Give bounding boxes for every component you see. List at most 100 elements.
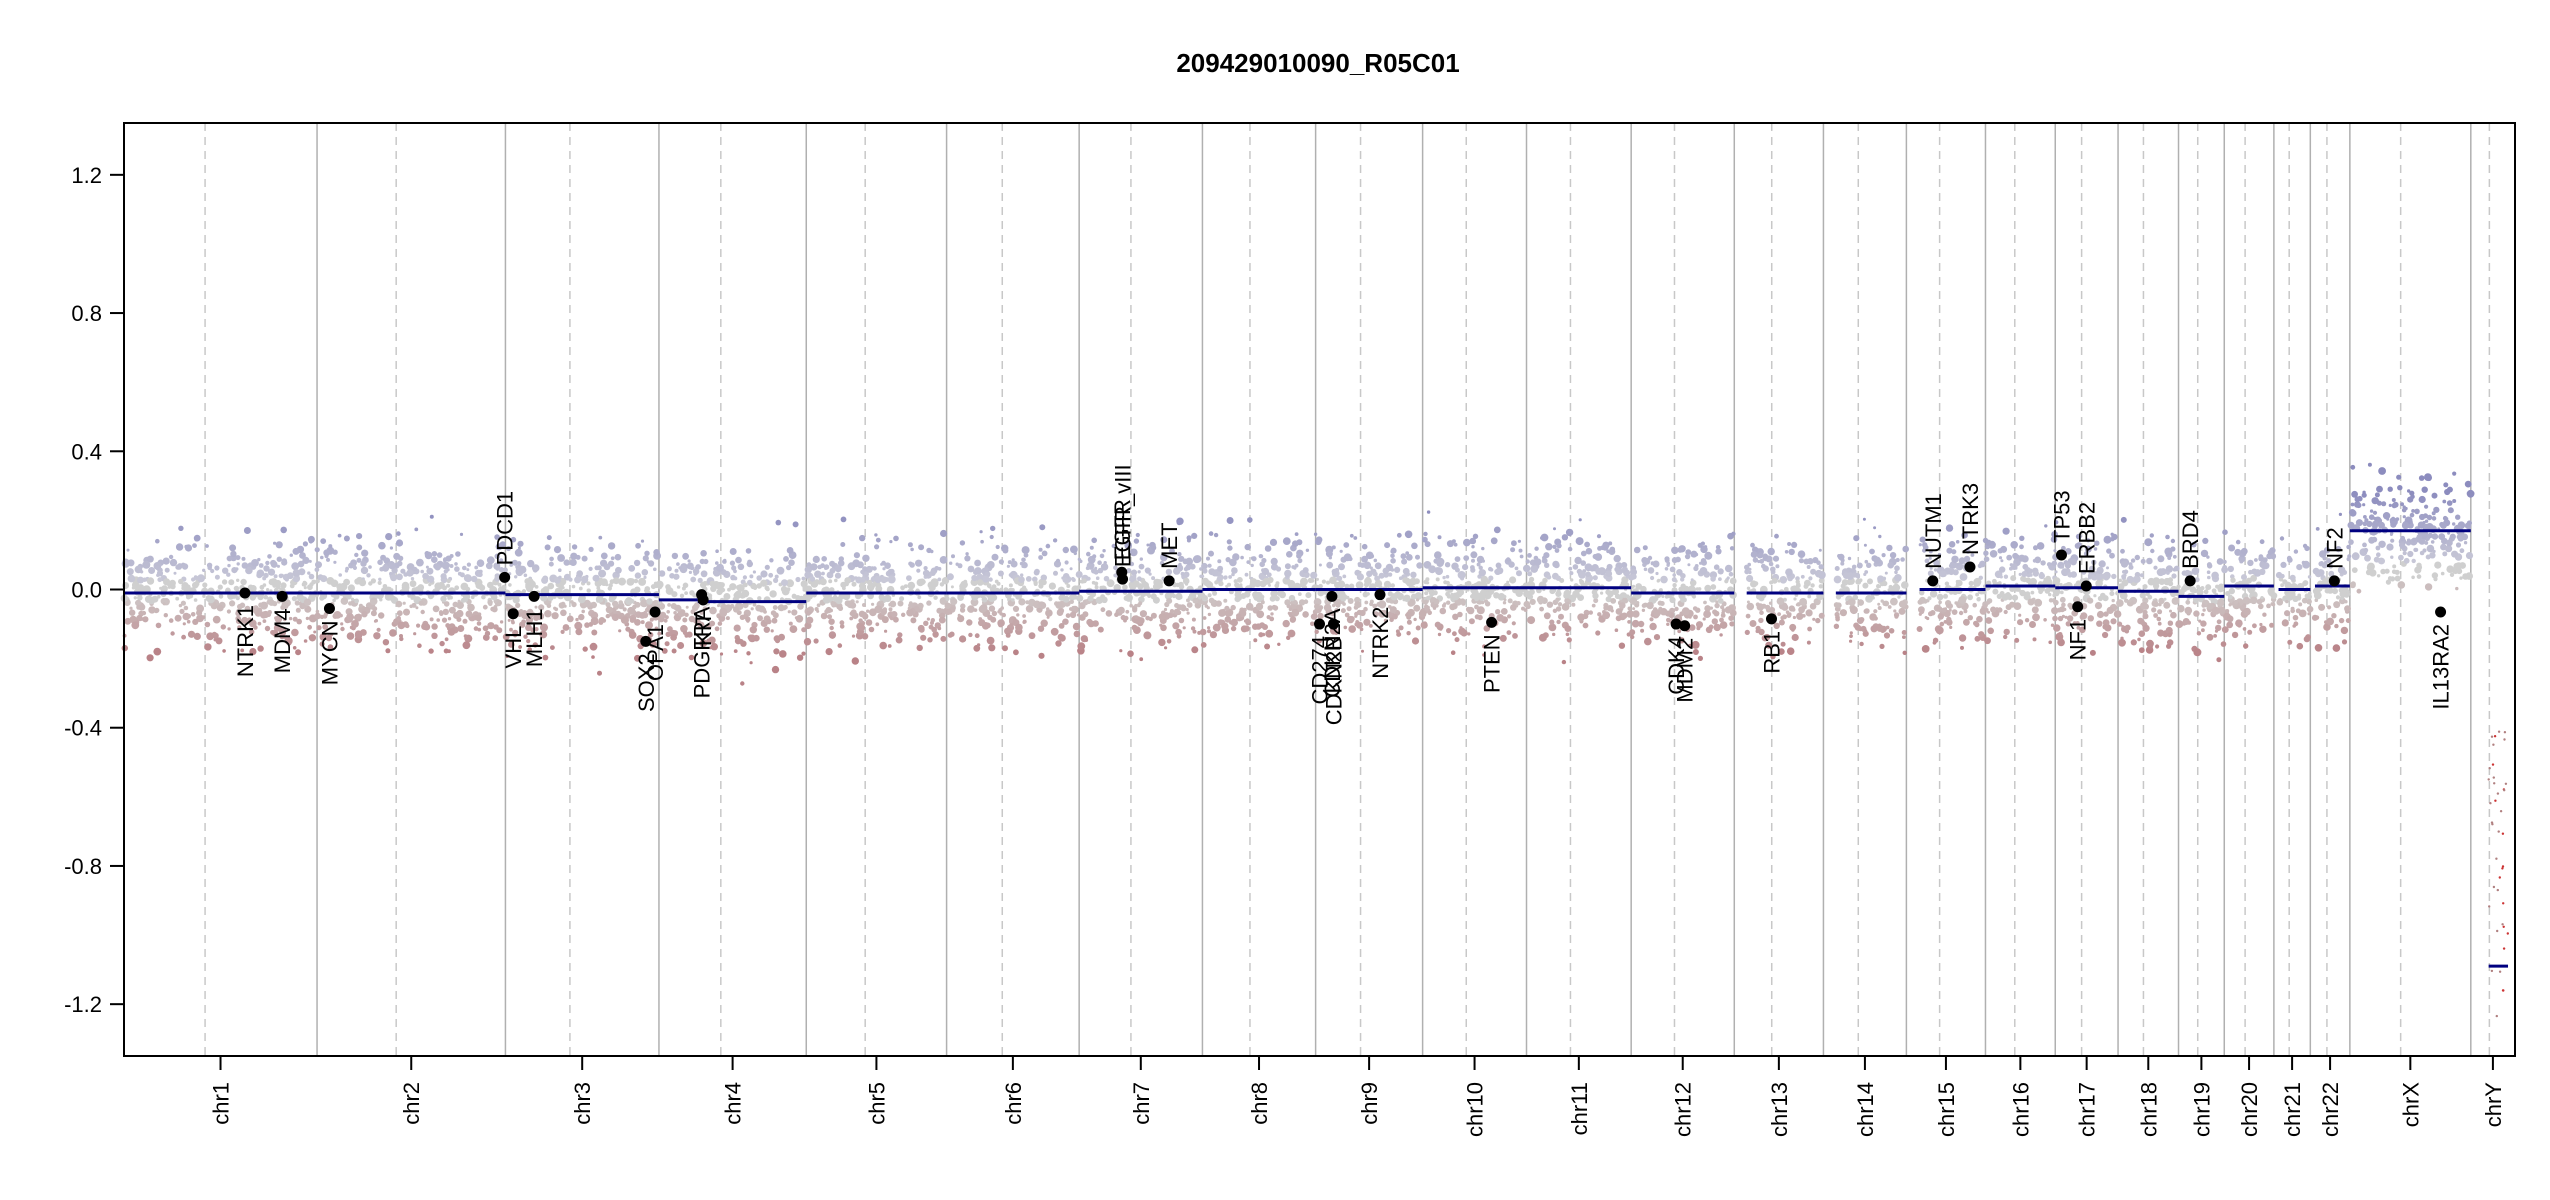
probe-point <box>2424 519 2429 523</box>
probe-point <box>610 556 615 561</box>
probe-point <box>2068 605 2074 610</box>
x-tick-label: chr7 <box>1129 1082 1154 1125</box>
probe-point <box>167 585 172 589</box>
probe-point <box>1975 592 1979 597</box>
probe-point <box>1117 606 1125 614</box>
probe-point <box>1347 598 1354 604</box>
probe-point <box>2258 603 2264 610</box>
probe-point <box>534 627 539 632</box>
probe-point <box>600 578 608 586</box>
probe-point <box>849 575 854 579</box>
probe-point <box>977 579 984 586</box>
probe-point <box>2053 624 2061 632</box>
probe-point <box>829 567 836 574</box>
probe-point <box>1166 598 1173 604</box>
probe-point <box>862 603 866 607</box>
probe-point <box>2331 613 2337 619</box>
probe-point <box>1179 584 1185 590</box>
probe-point <box>1410 571 1417 578</box>
probe-point <box>1233 579 1238 584</box>
probe-point <box>1264 643 1271 650</box>
probe-point <box>1297 592 1302 596</box>
probe-point <box>418 600 424 606</box>
probe-point <box>776 566 785 575</box>
probe-point <box>2142 624 2150 632</box>
probe-point <box>2414 508 2420 515</box>
probe-point <box>858 624 866 631</box>
probe-point <box>2155 644 2160 649</box>
probe-point <box>1618 642 1626 649</box>
probe-point <box>544 544 551 551</box>
probe-point <box>436 552 443 558</box>
probe-point <box>2419 550 2425 556</box>
probe-point <box>1937 552 1942 557</box>
probe-point <box>1240 593 1247 599</box>
probe-point <box>546 535 552 541</box>
probe-point <box>1646 601 1654 610</box>
probe-point <box>1192 597 1199 604</box>
probe-point <box>192 581 199 589</box>
probe-point <box>1935 626 1944 635</box>
probe-point <box>1676 569 1683 576</box>
probe-point <box>1432 590 1438 596</box>
probe-point <box>1660 575 1668 584</box>
probe-point <box>1761 563 1766 569</box>
probe-point <box>734 637 742 645</box>
probe-point <box>2407 489 2411 493</box>
probe-point <box>1038 652 1045 659</box>
probe-point <box>2030 590 2035 595</box>
probe-point <box>525 624 532 632</box>
probe-point <box>1503 598 1507 602</box>
probe-point <box>1268 583 1271 587</box>
probe-point <box>559 583 564 588</box>
probe-point <box>1021 546 1030 555</box>
probe-point <box>1443 580 1448 585</box>
probe-point <box>1937 613 1945 620</box>
probe-point <box>2440 522 2447 529</box>
probe-point <box>1366 570 1373 577</box>
probe-point <box>1731 531 1736 536</box>
probe-point <box>1313 532 1318 536</box>
probe-point <box>502 633 510 641</box>
probe-point <box>2392 501 2399 508</box>
probe-point <box>484 630 491 637</box>
probe-point <box>1499 634 1507 642</box>
probe-point <box>2348 539 2354 545</box>
probe-point <box>1552 632 1556 637</box>
probe-point <box>591 655 595 659</box>
probe-point <box>1178 617 1185 624</box>
probe-point <box>2176 584 2181 589</box>
probe-point <box>1111 543 1117 549</box>
probe-point <box>1835 616 1840 622</box>
gene-label: RB1 <box>1759 631 1784 674</box>
probe-point <box>1234 596 1241 603</box>
probe-point <box>2280 573 2285 579</box>
probe-point <box>265 560 270 566</box>
probe-point <box>2350 581 2356 587</box>
probe-point <box>1013 649 1019 656</box>
probe-point <box>576 570 583 577</box>
probe-point <box>2374 492 2380 498</box>
probe-point <box>1245 602 1254 611</box>
probe-point <box>2102 595 2109 602</box>
probe-point <box>594 575 600 580</box>
probe-point <box>1689 579 1697 587</box>
probe-point <box>1807 594 1812 599</box>
probe-point <box>2157 555 2165 563</box>
probe-point <box>2364 554 2371 562</box>
probe-point <box>2397 485 2403 491</box>
probe-point <box>1595 570 1600 575</box>
probe-point <box>204 643 212 651</box>
probe-point <box>1946 547 1953 554</box>
probe-point <box>129 609 136 616</box>
probe-point <box>834 578 838 583</box>
probe-point <box>1452 613 1459 620</box>
probe-point <box>1849 631 1853 635</box>
probe-point <box>1815 617 1821 624</box>
probe-point <box>688 654 695 661</box>
probe-point <box>1081 578 1087 584</box>
probe-point <box>314 612 321 620</box>
probe-point <box>852 559 861 568</box>
probe-point <box>2000 559 2004 563</box>
probe-point <box>2361 492 2367 498</box>
